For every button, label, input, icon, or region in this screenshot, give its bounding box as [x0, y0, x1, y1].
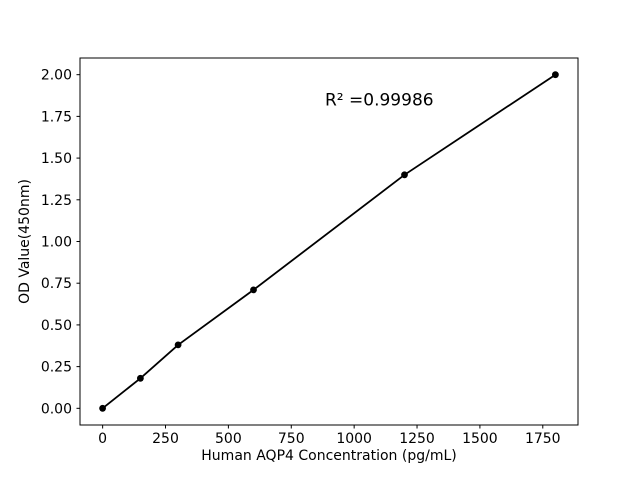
y-tick-label: 2.00: [41, 68, 72, 84]
y-tick-label: 0.50: [41, 318, 72, 334]
y-tick-label: 1.25: [41, 193, 72, 209]
data-points: [99, 71, 559, 412]
y-tick-label: 0.75: [41, 276, 72, 292]
x-tick-label: 1250: [399, 431, 435, 447]
y-tick-label: 1.00: [41, 235, 72, 251]
y-tick-label: 1.50: [41, 151, 72, 167]
y-tick-label: 1.75: [41, 109, 72, 125]
x-tick-label: 1000: [336, 431, 372, 447]
x-tick-label: 1500: [462, 431, 498, 447]
data-point: [137, 374, 144, 382]
data-point: [552, 71, 559, 79]
y-axis-ticks: 0.00 0.25 0.50 0.75 1.00 1.25 1.50 1.75 2.00: [41, 68, 80, 417]
x-axis-ticks: 0 250 500 750 1000 1250 1500 1750: [98, 425, 561, 447]
plot-area: [80, 58, 578, 425]
data-point: [174, 341, 182, 349]
x-axis-label: Human AQP4 Concentration (pg/mL): [201, 448, 456, 464]
x-tick-label: 250: [152, 431, 179, 447]
r-squared-annotation: R² =0.99986: [325, 91, 434, 111]
x-tick-label: 750: [278, 431, 305, 447]
data-point: [401, 171, 408, 179]
y-axis-label: OD Value(450nm): [17, 179, 33, 304]
y-tick-label: 0.25: [41, 360, 72, 376]
x-tick-label: 1750: [525, 431, 561, 447]
data-series-line: [102, 73, 556, 410]
plot-border: [79, 57, 579, 426]
data-point: [250, 286, 257, 294]
x-tick-label: 0: [98, 431, 107, 447]
y-tick-label: 0.00: [41, 401, 72, 417]
x-tick-label: 500: [215, 431, 242, 447]
data-point: [99, 404, 106, 412]
